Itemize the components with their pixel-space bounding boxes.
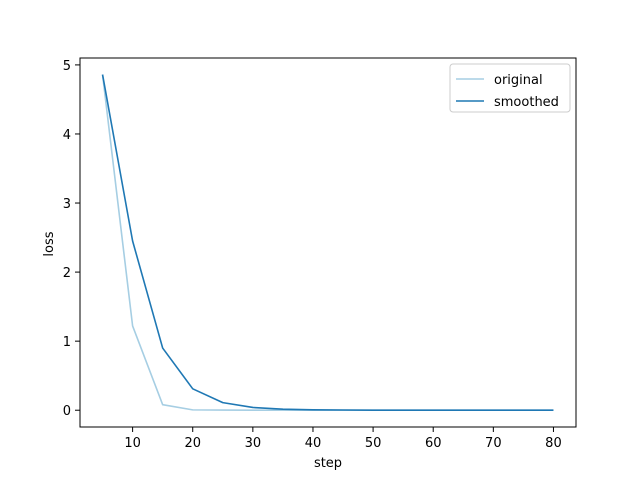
- y-axis-ticks: 0 1 2 3 4 5: [63, 59, 80, 419]
- plot-area: [101, 74, 554, 412]
- x-axis-ticks: 10 20 30 40 50 60 70 80: [124, 427, 562, 451]
- x-axis-label: step: [314, 456, 342, 471]
- x-tick-label: 40: [305, 436, 322, 451]
- axes-frame: [79, 57, 577, 428]
- y-tick-label: 1: [63, 335, 71, 350]
- legend-label-smoothed: smoothed: [494, 95, 559, 110]
- legend-box: [449, 63, 571, 113]
- x-tick-label: 60: [425, 436, 442, 451]
- y-tick-label: 0: [63, 404, 71, 419]
- y-tick-label: 2: [63, 266, 71, 281]
- x-tick-label: 80: [545, 436, 562, 451]
- y-tick-label: 5: [63, 59, 71, 74]
- x-tick-label: 30: [245, 436, 262, 451]
- legend: original smoothed: [449, 63, 571, 113]
- y-tick-label: 4: [63, 128, 71, 143]
- series-line-smoothed: [101, 74, 554, 412]
- x-tick-label: 50: [365, 436, 382, 451]
- x-tick-label: 70: [485, 436, 502, 451]
- y-tick-label: 3: [63, 197, 71, 212]
- legend-label-original: original: [494, 73, 543, 88]
- y-axis-label: loss: [42, 231, 57, 256]
- x-tick-label: 10: [124, 436, 141, 451]
- x-tick-label: 20: [184, 436, 201, 451]
